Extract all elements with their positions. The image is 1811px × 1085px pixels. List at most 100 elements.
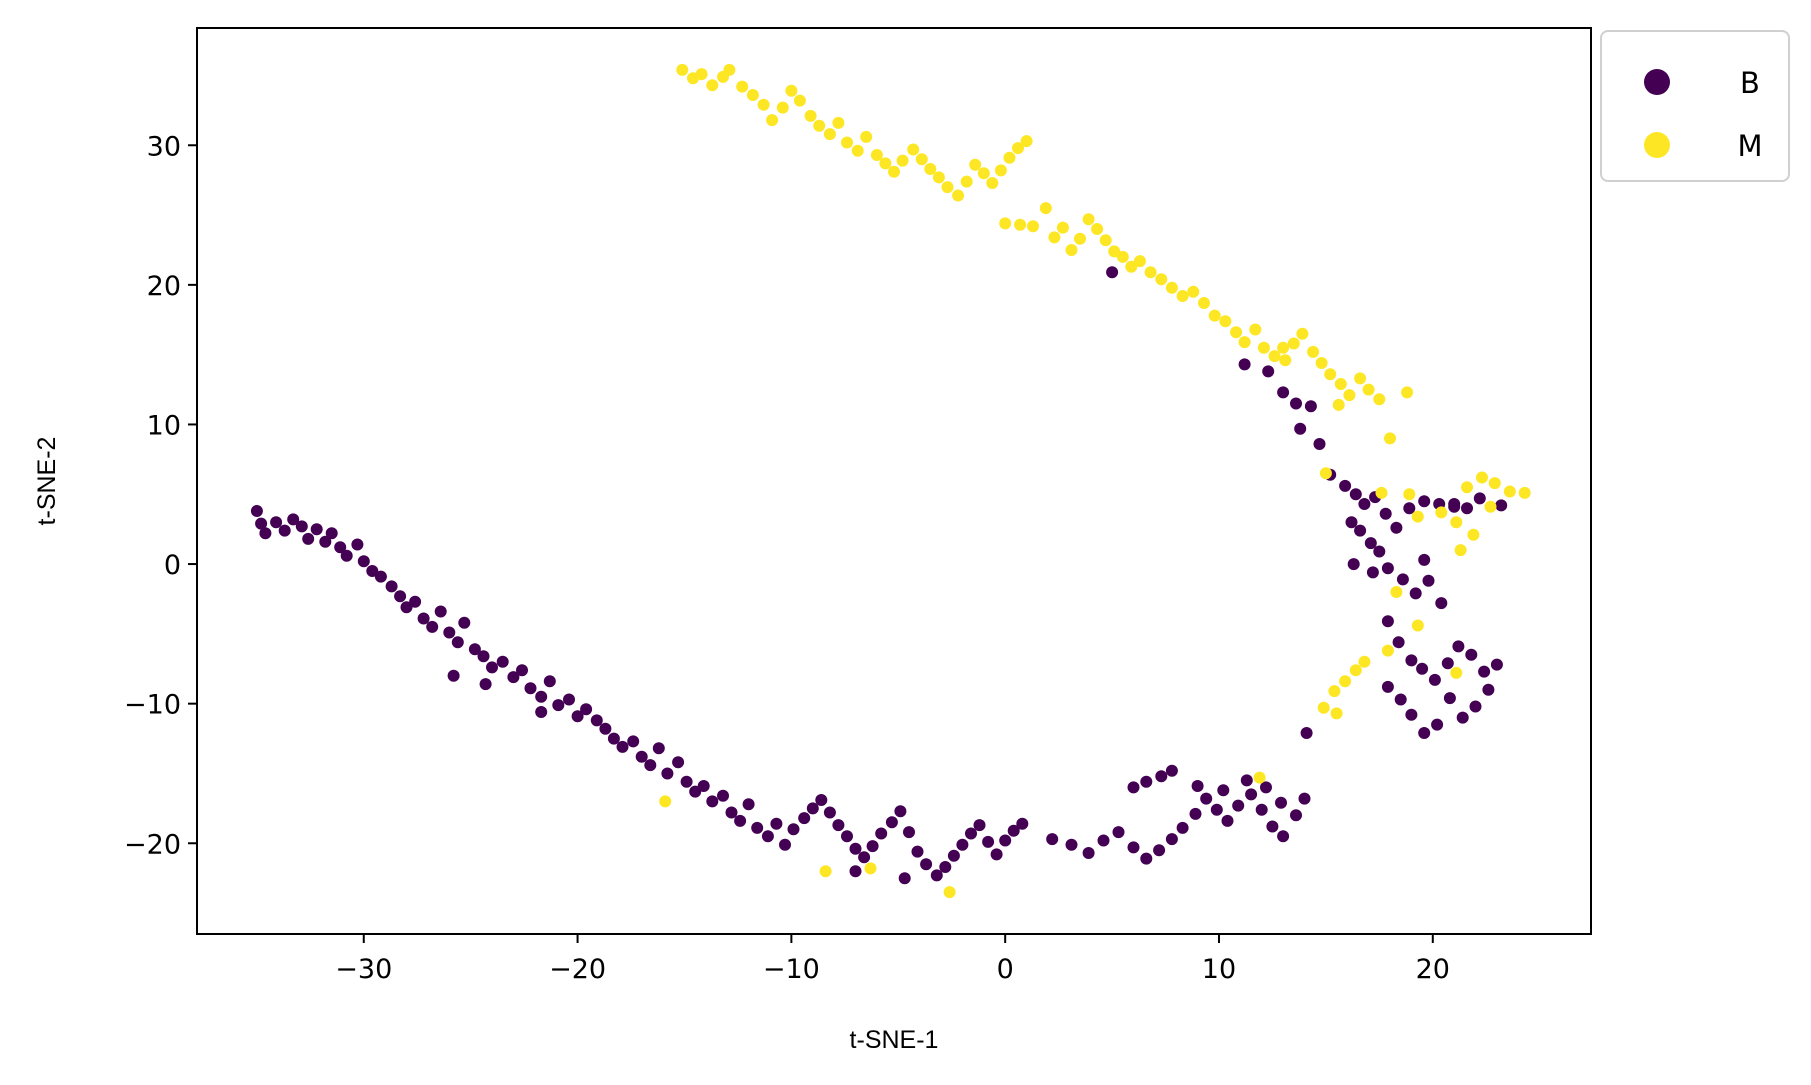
point-m (776, 101, 789, 114)
point-b (255, 517, 268, 530)
point-m (1362, 383, 1375, 396)
point-b (815, 794, 828, 806)
point-b (1191, 780, 1204, 792)
point-m (879, 157, 892, 170)
point-m (952, 189, 965, 202)
point-b (468, 643, 481, 656)
point-b (1409, 587, 1422, 600)
point-m (1257, 341, 1270, 354)
point-m (1155, 273, 1168, 286)
point-m (1048, 231, 1061, 244)
point-b (1210, 803, 1223, 816)
point-m (757, 98, 770, 111)
point-b (1482, 683, 1495, 696)
point-m (785, 84, 798, 97)
point-b (607, 732, 620, 745)
point-b (1140, 852, 1153, 865)
point-b (1046, 833, 1059, 846)
point-b (1127, 781, 1140, 794)
point-m (823, 128, 836, 141)
point-b (1140, 775, 1153, 788)
point-b (1396, 573, 1409, 586)
point-m (1020, 135, 1033, 148)
point-b (875, 827, 888, 840)
point-b (717, 789, 729, 802)
point-m (888, 165, 900, 178)
point-b (1176, 821, 1189, 834)
x-tick-label: −10 (763, 954, 820, 985)
point-b (689, 785, 702, 798)
point-m (932, 171, 945, 184)
point-m (924, 163, 937, 175)
point-b (1461, 502, 1473, 515)
point-b (706, 795, 719, 808)
point-b (1403, 502, 1416, 515)
point-b (1478, 665, 1491, 678)
point-m (1339, 675, 1352, 688)
point-b (930, 869, 943, 882)
point-b (697, 780, 710, 792)
point-m (986, 177, 999, 189)
point-m (1014, 218, 1027, 231)
point-b (458, 616, 471, 629)
point-b (787, 823, 800, 836)
x-tick-label: 0 (997, 954, 1014, 985)
legend-marker-b (1644, 69, 1670, 95)
y-tick-label: 10 (147, 410, 181, 441)
point-b (806, 802, 819, 815)
point-b (599, 722, 612, 735)
point-b (1373, 545, 1386, 558)
point-b (590, 714, 603, 727)
point-b (644, 759, 657, 772)
point-m (1349, 664, 1362, 677)
point-b (1127, 841, 1140, 854)
point-b (1016, 817, 1029, 830)
point-b (417, 612, 430, 625)
point-m (1039, 202, 1052, 215)
point-m (793, 94, 806, 107)
point-m (994, 164, 1007, 177)
point-b (1381, 615, 1394, 628)
point-b (1277, 830, 1290, 843)
y-tick-label: −10 (124, 690, 181, 721)
legend-label-b: B (1740, 66, 1760, 100)
point-m (1503, 485, 1516, 498)
point-b (1448, 498, 1461, 510)
point-b (956, 838, 969, 851)
point-m (851, 144, 864, 157)
point-b (982, 835, 995, 848)
point-b (1392, 636, 1405, 649)
point-b (295, 520, 308, 533)
point-m (915, 153, 928, 166)
point-m (1208, 309, 1221, 322)
point-m (706, 79, 719, 92)
point-b (535, 690, 548, 703)
point-m (1476, 471, 1488, 484)
point-b (635, 750, 648, 763)
point-m (1230, 326, 1243, 339)
point-b (990, 848, 1003, 861)
point-b (1435, 597, 1448, 610)
point-b (911, 845, 924, 858)
point-m (746, 89, 759, 101)
point-b (507, 671, 520, 684)
point-m (1358, 655, 1371, 668)
point-b (1381, 680, 1394, 693)
point-b (751, 821, 764, 834)
point-m (1176, 290, 1189, 302)
point-m (1277, 341, 1290, 354)
point-b (310, 523, 323, 536)
point-b (1495, 499, 1508, 512)
point-b (1266, 820, 1279, 833)
point-m (1012, 142, 1024, 155)
point-b (1221, 814, 1234, 827)
legend-label-m: M (1737, 129, 1762, 163)
point-b (1465, 648, 1478, 661)
point-m (1411, 510, 1424, 523)
point-b (1007, 824, 1020, 837)
point-m (1238, 336, 1251, 349)
point-b (779, 838, 791, 851)
point-b (516, 664, 528, 677)
point-b (841, 830, 853, 843)
point-b (1153, 844, 1166, 857)
